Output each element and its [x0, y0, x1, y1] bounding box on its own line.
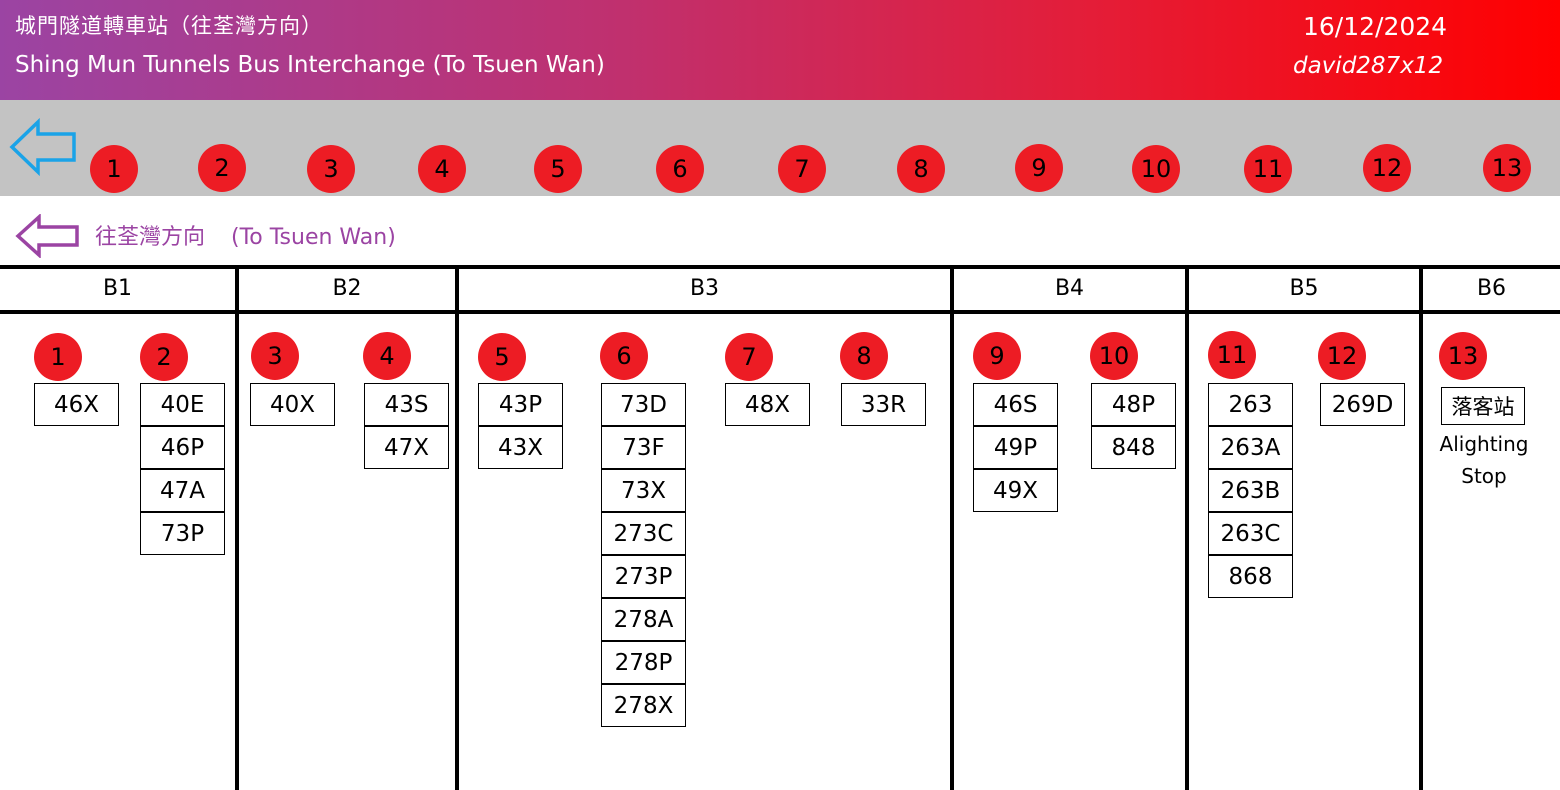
direction-arrow-icon [15, 214, 79, 258]
header-banner: 城門隧道轉車站（往荃灣方向） Shing Mun Tunnels Bus Int… [0, 0, 1560, 100]
route-list-stop-6: 73D 73F 73X 273C 273P 278A 278P 278X [601, 383, 686, 727]
stop-badge-11: 11 [1208, 331, 1256, 379]
route-box: 848 [1091, 426, 1176, 469]
bay-label-b6: B6 [1476, 276, 1507, 301]
route-box: 48X [725, 383, 810, 426]
stop-badge-1: 1 [34, 333, 82, 381]
route-box: 46S [973, 383, 1058, 426]
stop-badge-9: 9 [973, 332, 1021, 380]
route-box: 278A [601, 598, 686, 641]
stop-badge-13: 13 [1439, 332, 1487, 380]
page-title-zh: 城門隧道轉車站（往荃灣方向） [15, 14, 323, 38]
route-box: 47X [364, 426, 449, 469]
route-box: 43S [364, 383, 449, 426]
stop-badge-2: 2 [140, 333, 188, 381]
alighting-stop-box: 落客站 [1441, 387, 1525, 425]
route-box: 73X [601, 469, 686, 512]
stop-strip: 1 2 3 4 5 6 7 8 9 10 11 12 13 [0, 100, 1560, 196]
bay-label-b5: B5 [1289, 276, 1319, 301]
route-box: 43X [478, 426, 563, 469]
route-box: 263C [1208, 512, 1293, 555]
bay-label-b3: B3 [689, 276, 720, 301]
stop-badge-3: 3 [251, 332, 299, 380]
route-list-stop-10: 48P 848 [1091, 383, 1176, 469]
stop-badge-3: 3 [307, 145, 355, 193]
bay-divider [1185, 265, 1189, 790]
route-box: 48P [1091, 383, 1176, 426]
page-title-en: Shing Mun Tunnels Bus Interchange (To Ts… [15, 52, 605, 78]
stop-badge-7: 7 [725, 333, 773, 381]
route-list-stop-3: 40X [250, 383, 335, 426]
route-list-stop-11: 263 263A 263B 263C 868 [1208, 383, 1293, 598]
author-label: david287x12 [1293, 53, 1444, 79]
bay-divider [235, 265, 239, 790]
route-list-stop-8: 33R [841, 383, 926, 426]
route-box: 273P [601, 555, 686, 598]
left-arrow-icon [9, 118, 76, 176]
bay-label-b4: B4 [1054, 276, 1085, 301]
stop-badge-4: 4 [363, 332, 411, 380]
route-box: 263 [1208, 383, 1293, 426]
table-top-rule [0, 265, 1560, 269]
route-list-stop-7: 48X [725, 383, 810, 426]
stop-badge-13: 13 [1483, 144, 1531, 192]
route-list-stop-5: 43P 43X [478, 383, 563, 469]
direction-label: 往荃灣方向 (To Tsuen Wan) [95, 219, 396, 251]
route-box: 49X [973, 469, 1058, 512]
alighting-stop-label-line1: Alighting [1439, 432, 1529, 456]
stop-badge-12: 12 [1363, 144, 1411, 192]
route-list-stop-4: 43S 47X [364, 383, 449, 469]
bay-label-b1: B1 [102, 276, 133, 301]
route-box: 263A [1208, 426, 1293, 469]
route-box: 868 [1208, 555, 1293, 598]
route-list-stop-2: 40E 46P 47A 73P [140, 383, 225, 555]
route-box: 46X [34, 383, 119, 426]
stop-badge-6: 6 [600, 332, 648, 380]
route-box: 40X [250, 383, 335, 426]
stop-badge-10: 10 [1090, 332, 1138, 380]
route-box: 73P [140, 512, 225, 555]
alighting-stop-label: Alighting Stop [1432, 428, 1536, 492]
direction-label-zh: 往荃灣方向 [95, 225, 206, 250]
route-box: 278X [601, 684, 686, 727]
route-box: 73F [601, 426, 686, 469]
stop-badge-9: 9 [1015, 144, 1063, 192]
direction-label-en: (To Tsuen Wan) [231, 225, 396, 250]
route-box: 278P [601, 641, 686, 684]
stop-badge-4: 4 [418, 145, 466, 193]
stop-badge-10: 10 [1132, 145, 1180, 193]
stop-badge-5: 5 [534, 145, 582, 193]
bay-label-b2: B2 [332, 276, 362, 301]
route-box: 269D [1320, 383, 1405, 426]
route-box: 273C [601, 512, 686, 555]
stop-badge-5: 5 [478, 333, 526, 381]
table-header-rule [0, 310, 1560, 314]
stop-badge-2: 2 [198, 144, 246, 192]
stop-badge-7: 7 [778, 145, 826, 193]
route-box: 33R [841, 383, 926, 426]
route-box: 263B [1208, 469, 1293, 512]
route-box: 49P [973, 426, 1058, 469]
route-box: 73D [601, 383, 686, 426]
bay-divider [1419, 265, 1423, 790]
route-box: 46P [140, 426, 225, 469]
alighting-stop-label-line2: Stop [1461, 464, 1507, 488]
stop-badge-11: 11 [1244, 145, 1292, 193]
route-list-stop-9: 46S 49P 49X [973, 383, 1058, 512]
route-list-stop-12: 269D [1320, 383, 1405, 426]
stop-badge-1: 1 [90, 145, 138, 193]
date-label: 16/12/2024 [1303, 12, 1448, 41]
route-box: 47A [140, 469, 225, 512]
route-list-stop-1: 46X [34, 383, 119, 426]
stop-badge-8: 8 [897, 145, 945, 193]
stop-badge-6: 6 [656, 145, 704, 193]
route-box: 43P [478, 383, 563, 426]
bay-divider [455, 265, 459, 790]
route-box: 40E [140, 383, 225, 426]
stop-badge-12: 12 [1318, 332, 1366, 380]
bay-divider [950, 265, 954, 790]
stop-badge-8: 8 [840, 332, 888, 380]
